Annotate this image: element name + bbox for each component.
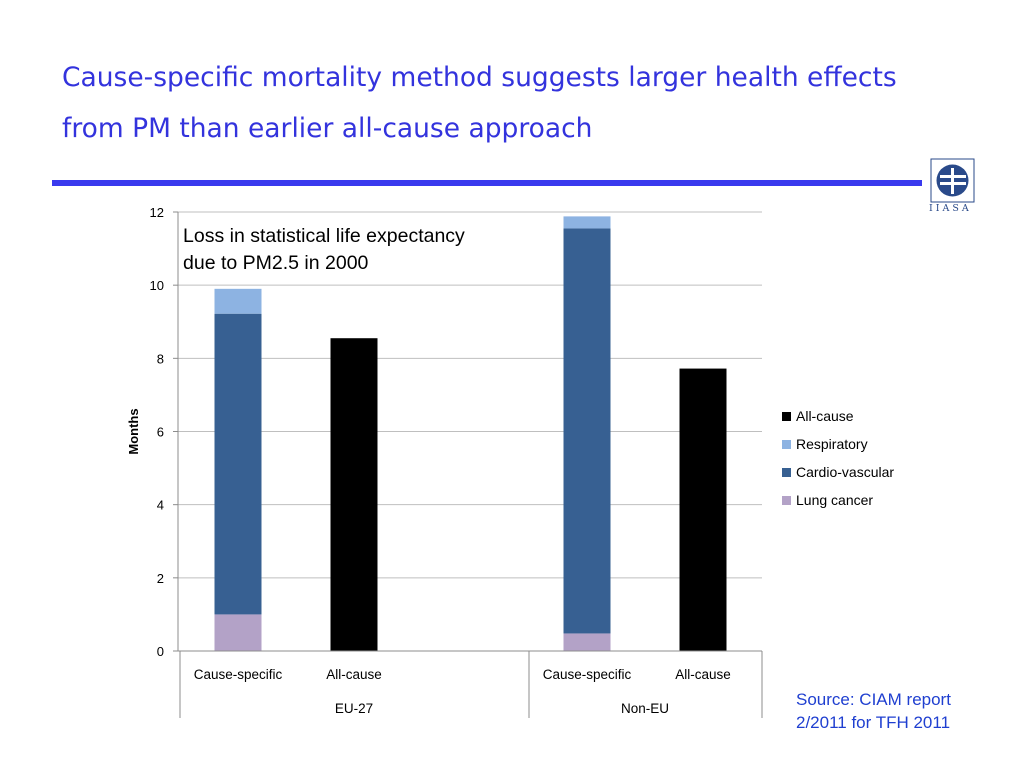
x-category-label: All-cause: [326, 667, 382, 682]
slide-title: Cause-specific mortality method suggests…: [62, 52, 982, 154]
legend-swatch-all-cause: [782, 412, 791, 421]
x-category-label: Cause-specific: [543, 667, 632, 682]
logo-wordmark: IIASA: [929, 203, 972, 214]
legend-label: Cardio-vascular: [796, 464, 894, 480]
legend-swatch-cardio-vascular: [782, 468, 791, 477]
bar-eu-27-cause-specific-respiratory: [214, 288, 262, 314]
source-note: Source: CIAM report 2/2011 for TFH 2011: [796, 688, 1006, 734]
y-tick-label: 4: [157, 498, 164, 513]
y-tick-label: 6: [157, 425, 164, 440]
x-category-label: Cause-specific: [194, 667, 283, 682]
bar-eu-27-all-cause-all-cause: [330, 338, 378, 651]
legend-swatch-lung-cancer: [782, 496, 791, 505]
bar-non-eu-cause-specific-respiratory: [563, 216, 611, 229]
title-line-1: Cause-specific mortality method suggests…: [62, 62, 897, 93]
y-tick-label: 10: [150, 278, 164, 293]
legend-label: Respiratory: [796, 436, 868, 452]
y-tick-label: 8: [157, 351, 164, 366]
x-group-label: EU-27: [335, 701, 373, 716]
source-line-2: 2/2011 for TFH 2011: [796, 713, 951, 732]
bar-non-eu-cause-specific-lung-cancer: [563, 633, 611, 651]
legend-label: All-cause: [796, 408, 854, 424]
y-axis-label: Months: [126, 408, 141, 454]
y-tick-label: 0: [157, 644, 164, 659]
chart-annotation-line-2: due to PM2.5 in 2000: [183, 252, 369, 274]
bar-non-eu-all-cause-all-cause: [679, 368, 727, 651]
bar-eu-27-cause-specific-cardio-vascular: [214, 313, 262, 615]
x-category-label: All-cause: [675, 667, 731, 682]
source-line-1: Source: CIAM report: [796, 690, 951, 709]
y-tick-label: 2: [157, 571, 164, 586]
title-line-2: from PM than earlier all-cause approach: [62, 113, 593, 144]
bar-eu-27-cause-specific-lung-cancer: [214, 614, 262, 651]
title-divider: [52, 180, 922, 186]
bar-non-eu-cause-specific-cardio-vascular: [563, 228, 611, 634]
y-tick-label: 12: [150, 205, 164, 220]
chart-annotation-line-1: Loss in statistical life expectancy: [183, 225, 465, 247]
chart-annotation: Loss in statistical life expectancy due …: [183, 223, 543, 277]
iiasa-logo-icon: [930, 158, 975, 203]
legend-label: Lung cancer: [796, 492, 873, 508]
x-group-label: Non-EU: [621, 701, 669, 716]
legend-swatch-respiratory: [782, 440, 791, 449]
